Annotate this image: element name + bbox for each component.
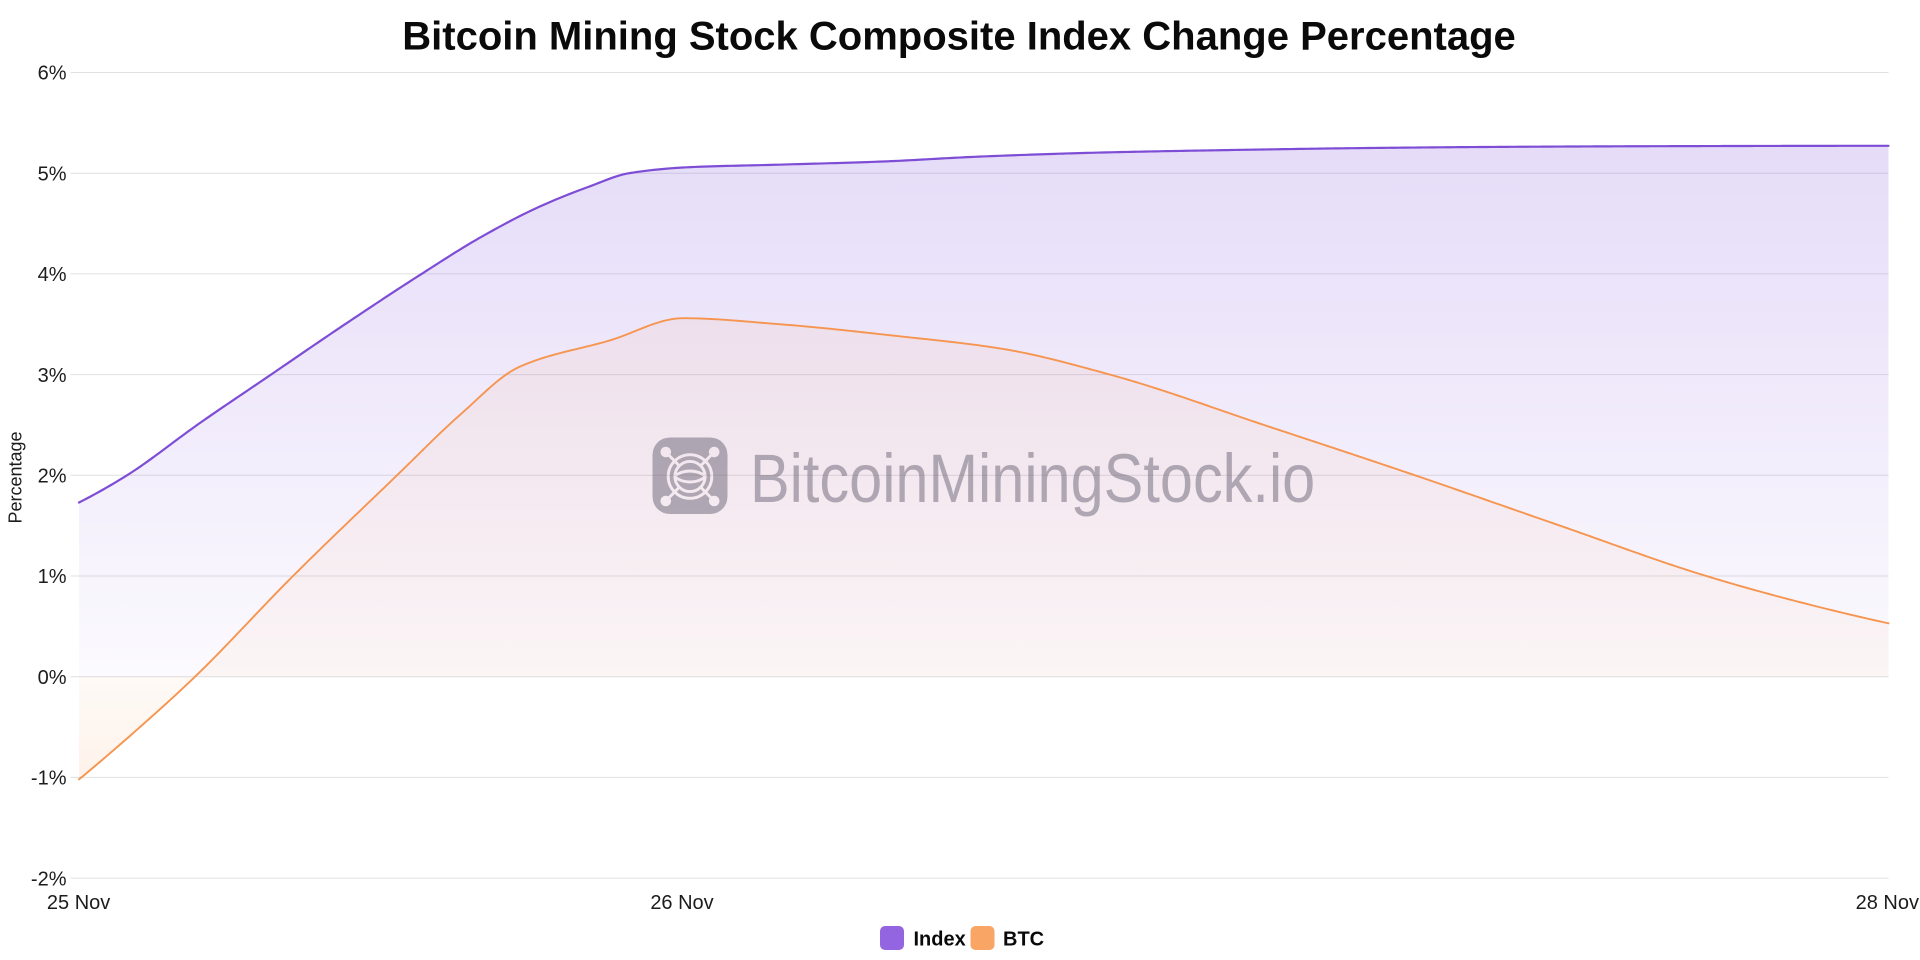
svg-text:Bitcoin Mining Stock Composite: Bitcoin Mining Stock Composite Index Cha… — [402, 14, 1516, 58]
svg-text:4%: 4% — [38, 264, 67, 286]
svg-text:Index: Index — [914, 929, 966, 951]
svg-text:2%: 2% — [38, 466, 67, 488]
svg-text:28 Nov: 28 Nov — [1856, 892, 1919, 914]
svg-text:-1%: -1% — [31, 768, 67, 790]
svg-text:26 Nov: 26 Nov — [650, 892, 713, 914]
svg-text:3%: 3% — [38, 365, 67, 387]
svg-text:0%: 0% — [38, 667, 67, 689]
svg-text:-2%: -2% — [31, 868, 67, 890]
svg-text:1%: 1% — [38, 566, 67, 588]
svg-text:5%: 5% — [38, 163, 67, 185]
svg-text:BTC: BTC — [1003, 929, 1044, 951]
svg-text:Percentage: Percentage — [6, 431, 26, 523]
svg-text:25 Nov: 25 Nov — [47, 892, 110, 914]
svg-text:6%: 6% — [38, 63, 67, 85]
svg-text:BitcoinMiningStock.io: BitcoinMiningStock.io — [750, 440, 1315, 517]
